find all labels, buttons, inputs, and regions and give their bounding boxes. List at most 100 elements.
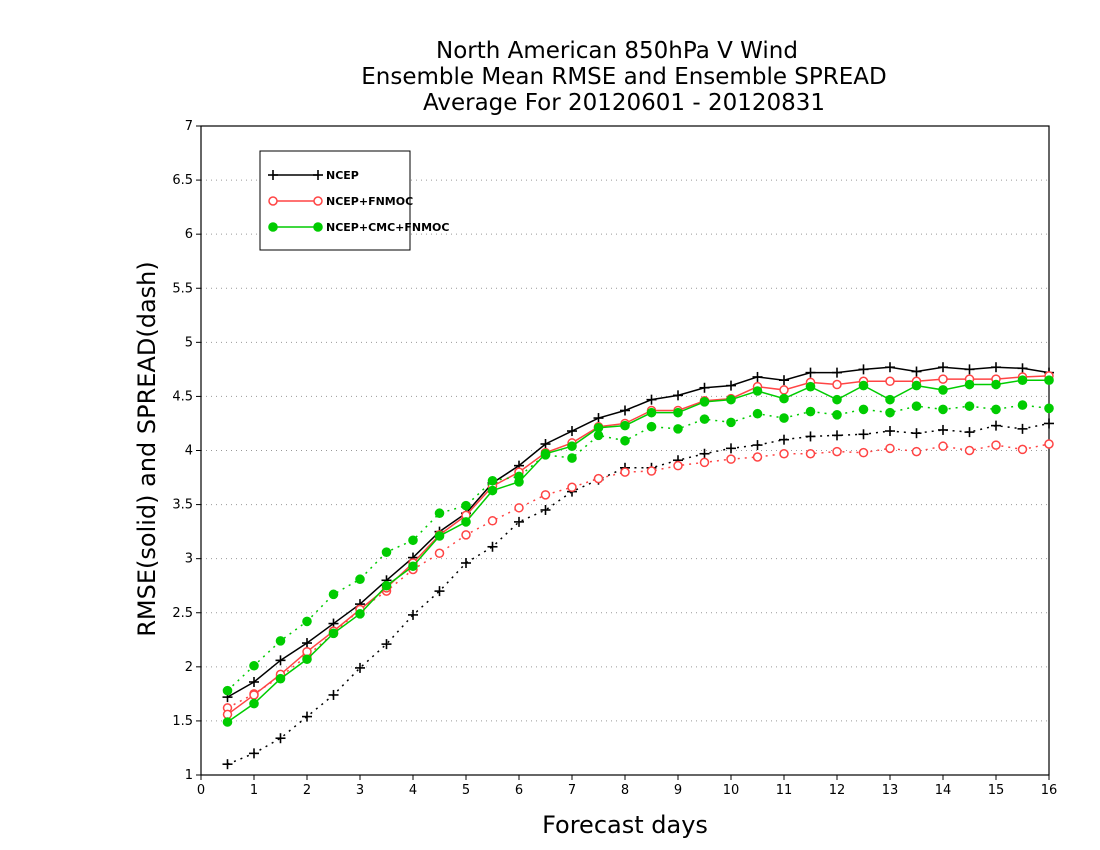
ncep-cmc-fnmoc-rmse-point xyxy=(249,698,259,709)
ncep-fnmoc-rmse-series xyxy=(222,371,1054,720)
ncep-spread-point xyxy=(938,424,948,435)
ncep-fnmoc-rmse-point xyxy=(779,385,789,395)
ncep-cmc-fnmoc-rmse-point xyxy=(673,407,683,418)
ncep-cmc-fnmoc-spread-point xyxy=(885,407,895,418)
ncep-fnmoc-spread-point xyxy=(991,440,1001,450)
ncep-spread-line xyxy=(227,422,1050,765)
ncep-rmse-point xyxy=(805,367,816,378)
ncep-cmc-fnmoc-spread-point xyxy=(832,410,842,420)
ncep-fnmoc-spread-point xyxy=(938,441,948,451)
ncep-cmc-fnmoc-rmse-point xyxy=(434,531,445,541)
x-tick-label: 9 xyxy=(674,783,682,798)
x-tick-label: 14 xyxy=(935,783,952,798)
ncep-cmc-fnmoc-rmse-point xyxy=(514,477,524,487)
ncep-cmc-fnmoc-spread-point xyxy=(1017,400,1028,410)
ncep-cmc-fnmoc-spread-point xyxy=(328,589,339,600)
ncep-fnmoc-rmse-point xyxy=(938,374,948,384)
x-tick-label: 6 xyxy=(515,783,523,798)
ncep-spread-point xyxy=(328,689,339,700)
ncep-rmse-point xyxy=(911,366,922,377)
ncep-fnmoc-spread-point xyxy=(726,454,736,464)
ncep-cmc-fnmoc-spread-point xyxy=(1044,403,1054,414)
ncep-cmc-fnmoc-spread-point xyxy=(222,685,233,696)
ncep-rmse-point xyxy=(832,367,842,378)
ncep-cmc-fnmoc-spread-point xyxy=(355,574,365,585)
ncep-spread-point xyxy=(1044,418,1054,429)
x-tick-label: 10 xyxy=(723,783,740,798)
ncep-spread-point xyxy=(249,748,259,759)
y-tick-label: 5 xyxy=(185,335,193,350)
ncep-cmc-fnmoc-spread-point xyxy=(620,435,630,446)
y-tick-label: 2 xyxy=(185,660,193,675)
legend-marker-right xyxy=(313,196,323,206)
ncep-cmc-fnmoc-spread-point xyxy=(249,660,259,671)
ncep-cmc-fnmoc-spread-point xyxy=(779,413,789,423)
ncep-cmc-fnmoc-spread-point xyxy=(699,414,710,424)
title-line-3: Average For 20120601 - 20120831 xyxy=(423,90,825,116)
ncep-fnmoc-spread-point xyxy=(620,467,630,477)
ncep-rmse-series xyxy=(222,362,1054,703)
ncep-rmse-point xyxy=(673,390,683,401)
ncep-cmc-fnmoc-rmse-point xyxy=(381,580,392,591)
title-line-2: Ensemble Mean RMSE and Ensemble SPREAD xyxy=(361,64,886,90)
ncep-cmc-fnmoc-rmse-point xyxy=(461,517,471,527)
ncep-spread-point xyxy=(434,586,445,597)
ncep-cmc-fnmoc-spread-point xyxy=(567,453,577,463)
ncep-spread-point xyxy=(381,639,392,650)
ncep-fnmoc-spread-point xyxy=(779,448,789,459)
ncep-fnmoc-spread-point xyxy=(964,445,975,456)
ncep-rmse-point xyxy=(885,362,895,373)
ncep-fnmoc-spread-point xyxy=(832,446,842,457)
legend: NCEP NCEP+FNMOC NCEP+CMC+FNMOC xyxy=(259,150,449,251)
y-tick-label: 6.5 xyxy=(172,173,193,188)
ncep-cmc-fnmoc-rmse-point xyxy=(805,381,816,392)
axis-ticks: 11.522.533.544.555.566.570 1 2 3 4 5 6 7 8 9 10 11 1… xyxy=(172,119,1057,798)
ncep-fnmoc-rmse-point xyxy=(832,379,842,390)
ncep-cmc-fnmoc-spread-point xyxy=(673,424,683,434)
ncep-cmc-fnmoc-spread-point xyxy=(461,500,471,511)
ncep-fnmoc-spread-point xyxy=(567,482,577,493)
ncep-cmc-fnmoc-rmse-point xyxy=(567,441,577,451)
ncep-spread-point xyxy=(699,448,710,459)
ncep-cmc-fnmoc-rmse-point xyxy=(885,394,895,405)
ncep-cmc-fnmoc-spread-point xyxy=(408,535,418,546)
ncep-cmc-fnmoc-spread-point xyxy=(381,547,392,557)
ncep-fnmoc-spread-point xyxy=(673,460,683,471)
ncep-cmc-fnmoc-spread-point xyxy=(938,404,948,415)
ncep-cmc-fnmoc-spread-point xyxy=(646,421,657,432)
ncep-cmc-fnmoc-spread-point xyxy=(302,616,312,627)
ncep-rmse-point xyxy=(964,364,975,375)
ncep-spread-point xyxy=(726,443,736,454)
chart-title: North American 850hPa V Wind Ensemble Me… xyxy=(361,38,886,116)
ncep-fnmoc-spread-point xyxy=(593,473,604,484)
ncep-cmc-fnmoc-spread-point xyxy=(805,406,816,417)
ncep-cmc-fnmoc-rmse-point xyxy=(540,448,551,459)
legend-marker-left xyxy=(268,196,278,206)
y-tick-label: 2.5 xyxy=(172,606,193,621)
legend-marker-left xyxy=(268,170,278,180)
ncep-cmc-fnmoc-rmse-point xyxy=(991,379,1001,390)
x-tick-label: 16 xyxy=(1041,783,1058,798)
ncep-rmse-point xyxy=(593,413,604,424)
ncep-fnmoc-spread-point xyxy=(434,548,445,559)
ncep-cmc-fnmoc-rmse-point xyxy=(858,380,869,391)
ncep-fnmoc-spread-point xyxy=(514,503,524,513)
ncep-rmse-point xyxy=(620,405,630,416)
ncep-cmc-fnmoc-spread-point xyxy=(991,404,1001,415)
ncep-rmse-point xyxy=(726,380,736,391)
ncep-rmse-point xyxy=(567,426,577,437)
y-tick-label: 1.5 xyxy=(172,714,193,729)
ncep-cmc-fnmoc-rmse-point xyxy=(275,673,286,684)
ncep-cmc-fnmoc-spread-series xyxy=(222,400,1054,696)
ncep-cmc-fnmoc-spread-point xyxy=(911,401,922,411)
legend-marker-right xyxy=(313,222,323,232)
y-tick-label: 1 xyxy=(185,768,193,783)
legend-marker-right xyxy=(313,170,323,180)
ncep-fnmoc-rmse-point xyxy=(249,690,259,700)
x-tick-label: 0 xyxy=(197,783,205,798)
x-tick-label: 7 xyxy=(568,783,576,798)
ncep-cmc-fnmoc-rmse-point xyxy=(355,609,365,619)
ncep-rmse-point xyxy=(646,394,657,405)
ncep-cmc-fnmoc-rmse-point xyxy=(302,654,312,665)
ncep-spread-point xyxy=(885,426,895,437)
